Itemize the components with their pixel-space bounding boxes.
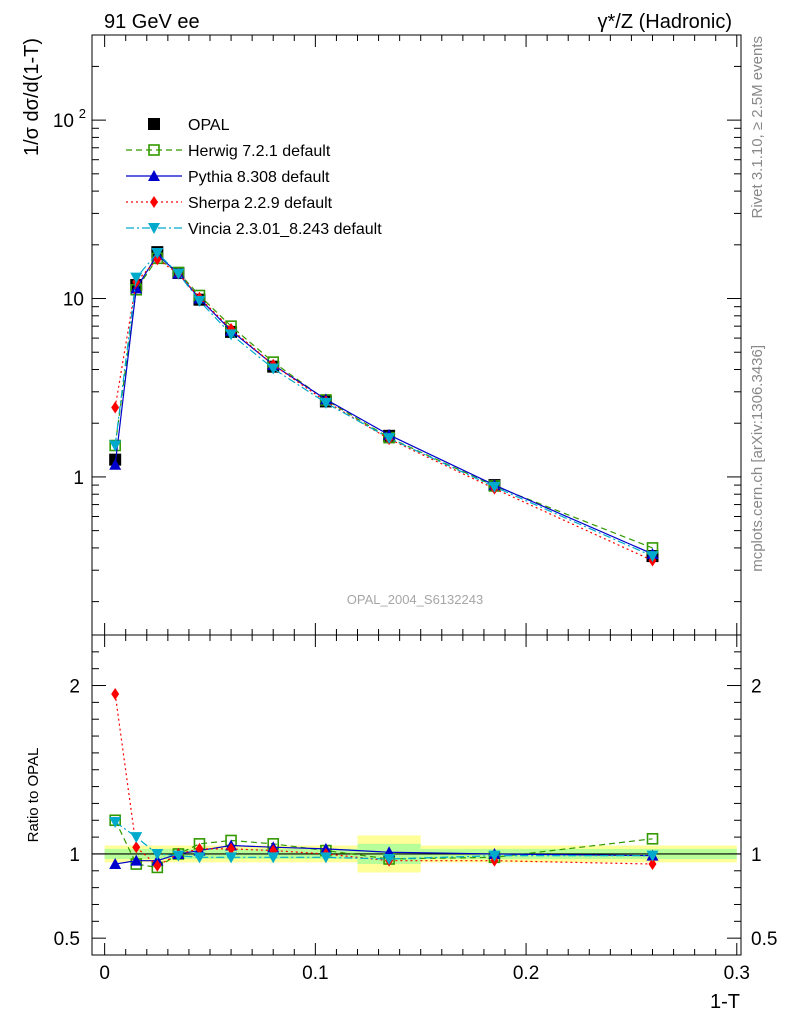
legend-label: Pythia 8.308 default: [188, 169, 330, 186]
ratio-point-pythia-8-308-default: [109, 858, 122, 870]
ratio-y-tick-label: 0.5: [54, 929, 80, 950]
main-y-tick-label: 10: [63, 290, 84, 311]
ratio-point-vincia-2-3-01-8-243-default: [109, 816, 122, 828]
chart-axes: 0 0.1 0.2 0.3 1 10 10 2 0.5 0.5 1 1 2 2: [53, 34, 777, 984]
analysis-watermark: OPAL_2004_S6132243: [347, 592, 483, 607]
x-tick-label: 0.1: [302, 963, 328, 984]
ratio-point-sherpa-2-2-9-default: [132, 841, 141, 854]
main-point-vincia-2-3-01-8-243-default: [488, 481, 501, 493]
main-point-vincia-2-3-01-8-243-default: [109, 440, 122, 452]
legend-label: Herwig 7.2.1 default: [188, 143, 331, 160]
x-tick-label: 0.2: [513, 963, 539, 984]
legend: OPAL Herwig 7.2.1 default Pythia 8.308 def…: [126, 117, 382, 238]
legend-marker: [148, 144, 160, 156]
ratio-y-tick-label-right: 2: [751, 677, 762, 698]
main-y-tick-label: 10: [53, 111, 74, 132]
main-y-axis-label: 1/σ dσ/d(1-T): [21, 38, 43, 156]
ratio-point-herwig-7-2-1-default: [646, 832, 659, 845]
legend-marker: [148, 223, 160, 234]
main-point-sherpa-2-2-9-default: [111, 401, 120, 414]
ratio-point-vincia-2-3-01-8-243-default: [225, 852, 238, 864]
main-point-vincia-2-3-01-8-243-default: [225, 329, 238, 341]
main-panel-series: [109, 246, 659, 567]
main-point-vincia-2-3-01-8-243-default: [151, 247, 164, 259]
ratio-point-vincia-2-3-01-8-243-default: [267, 852, 280, 864]
main-point-pythia-8-308-default: [109, 458, 122, 470]
ratio-point-vincia-2-3-01-8-243-default: [130, 832, 143, 844]
main-point-vincia-2-3-01-8-243-default: [383, 433, 396, 445]
ratio-point-pythia-8-308-default: [130, 854, 143, 866]
ratio-point-sherpa-2-2-9-default: [648, 858, 657, 871]
header-right-title: γ*/Z (Hadronic): [598, 11, 732, 33]
ratio-point-vincia-2-3-01-8-243-default: [193, 852, 206, 864]
main-y-tick-label: 1: [73, 468, 84, 489]
main-point-vincia-2-3-01-8-243-default: [319, 397, 332, 409]
legend-label: OPAL: [188, 117, 230, 134]
main-y-tick-label-exponent: 2: [79, 106, 86, 121]
main-point-vincia-2-3-01-8-243-default: [646, 551, 659, 563]
ratio-line-vincia-2-3-01-8-243-default: [114, 821, 653, 860]
main-point-vincia-2-3-01-8-243-default: [130, 272, 143, 284]
ratio-y-tick-label: 1: [69, 845, 80, 866]
main-point-vincia-2-3-01-8-243-default: [267, 363, 280, 375]
ratio-point-vincia-2-3-01-8-243-default: [488, 850, 501, 862]
ratio-point-vincia-2-3-01-8-243-default: [319, 852, 332, 864]
legend-marker: [150, 196, 158, 208]
ratio-point-vincia-2-3-01-8-243-default: [646, 850, 659, 862]
x-tick-label: 0: [99, 963, 110, 984]
ratio-point-sherpa-2-2-9-default: [153, 859, 162, 872]
x-tick-label: 0.3: [724, 963, 750, 984]
header-left-title: 91 GeV ee: [104, 11, 200, 33]
ratio-plot-frame: [91, 634, 742, 956]
ratio-point-sherpa-2-2-9-default: [111, 687, 120, 700]
main-point-vincia-2-3-01-8-243-default: [172, 268, 185, 280]
legend-label: Vincia 2.3.01_8.243 default: [188, 221, 382, 238]
ratio-y-tick-label-right: 0.5: [751, 929, 777, 950]
ratio-point-vincia-2-3-01-8-243-default: [151, 848, 164, 860]
main-point-pythia-8-308-default: [130, 282, 143, 294]
ratio-y-tick-label: 2: [69, 677, 80, 698]
ratio-point-sherpa-2-2-9-default: [227, 842, 236, 855]
ratio-point-vincia-2-3-01-8-243-default: [172, 850, 185, 862]
legend-marker: [148, 170, 160, 181]
legend-marker: [148, 118, 160, 130]
rivet-side-label: Rivet 3.1.10, ≥ 2.5M events: [749, 36, 766, 219]
mcplots-side-label: mcplots.cern.ch [arXiv:1306.3436]: [749, 345, 766, 572]
ratio-y-tick-label-right: 1: [751, 845, 762, 866]
legend-label: Sherpa 2.2.9 default: [188, 195, 333, 212]
main-point-sherpa-2-2-9-default: [153, 253, 162, 266]
main-point-vincia-2-3-01-8-243-default: [193, 295, 206, 307]
ratio-panel-series: [109, 687, 659, 874]
ratio-point-vincia-2-3-01-8-243-default: [383, 854, 396, 865]
x-axis-label: 1-T: [710, 991, 740, 1013]
ratio-y-axis-label: Ratio to OPAL: [25, 748, 42, 843]
ratio-point-sherpa-2-2-9-default: [195, 842, 204, 855]
